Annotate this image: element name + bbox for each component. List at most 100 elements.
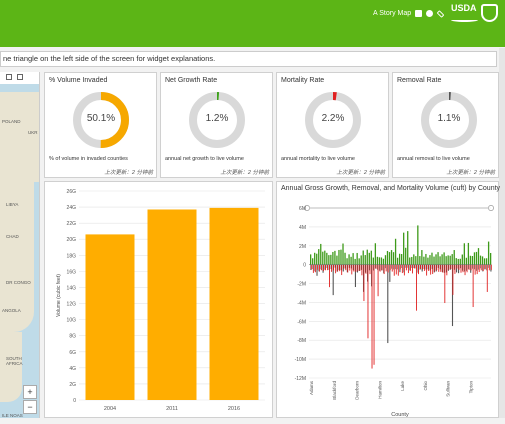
growth-bar [409,257,411,265]
mortality-bar [327,264,328,271]
gauge-title: Removal Rate [397,77,442,84]
growth-bar [334,250,336,265]
zoom-out-button[interactable]: − [23,400,37,414]
growth-bar [380,257,383,265]
y-tick-label: 24G [67,205,77,211]
growth-bar [318,249,320,265]
usda-logo-text: USDA [451,3,477,13]
growth-bar [489,252,492,265]
gauge-card-net-growth[interactable]: Net Growth Rate 1.2% annual net growth t… [160,72,273,178]
mortality-bar [379,264,381,272]
twitter-icon[interactable] [426,10,434,17]
bar[interactable] [147,209,197,400]
mortality-bar [335,264,337,274]
bar[interactable] [209,207,259,400]
y-tick-label: 26G [67,189,77,195]
gauge: 2.2% [304,91,362,149]
x-tick-label: Blackford [332,381,337,400]
mortality-bar [440,264,442,272]
mortality-bar [434,264,436,272]
volume-bar-chart-card[interactable]: 0 2G 4G 6G 8G 10G 12G 14G 16G 18G 20G 22G 24G 26G Volu… [44,181,273,418]
mortality-bar [331,264,333,272]
mortality-bar [412,264,413,274]
growth-bar [350,256,352,265]
y-tick-label: 2G [69,382,76,388]
map-label: ANGOLA [2,308,21,313]
y-tick-label: 4G [69,366,76,372]
gauge-card-volume-invaded[interactable]: % Volume Invaded 50.1% % of volume in in… [44,72,157,178]
y-tick-label: -4M [297,300,306,306]
instruction-text: ne triangle on the left side of the scre… [3,54,216,63]
map-toolbar [0,72,39,84]
x-tick-label: 2011 [166,406,178,412]
map-panel[interactable]: POLAND UKR LIBYA CHAD DR CONGO ANGOLA SO… [0,72,40,418]
county-volume-chart-card[interactable]: Annual Gross Growth, Removal, and Mortal… [276,181,500,418]
mortality-bar [385,264,387,272]
growth-bar [364,255,366,265]
growth-bar [447,255,449,265]
mortality-bar [472,264,474,308]
link-icon[interactable] [436,9,445,18]
mortality-bar [377,264,379,297]
last-updated: 上次更新：2 分钟前 [446,170,495,176]
mortality-bar [444,264,446,304]
mortality-bar [458,264,460,270]
growth-bar [358,258,360,265]
growth-bar [348,254,350,265]
gauge: 1.1% [420,91,478,149]
map-label: POLAND [2,119,21,124]
gauge-fill [421,92,477,148]
mortality-bar [432,264,434,275]
growth-bar [467,242,470,265]
growth-bar [376,256,379,265]
y-tick-label: 0 [73,398,76,404]
growth-bar [411,256,413,265]
x-tick-label: Lake [400,381,405,391]
gauge-card-removal[interactable]: Removal Rate 1.1% annual removal to live… [392,72,499,178]
zoom-in-button[interactable]: + [23,385,37,399]
map-label: DR CONGO [6,280,31,285]
growth-bar [326,252,328,265]
mortality-bar [462,264,464,273]
removal-bar [316,264,318,276]
layers-icon[interactable] [6,74,12,80]
mortality-bar [482,264,484,272]
growth-bar [449,255,451,265]
growth-bar [346,258,348,265]
y-tick-label: 6M [299,206,306,212]
y-tick-label: 0 [303,263,306,269]
gauge-fill [189,92,245,148]
growth-bar [310,254,312,265]
growth-bar [314,252,316,265]
gauge-title: Mortality Rate [281,77,325,84]
mortality-bar [407,264,409,274]
story-map-link[interactable]: A Story Map [373,10,412,17]
gauge-card-mortality[interactable]: Mortality Rate 2.2% annual mortality to … [276,72,389,178]
growth-bar [455,258,457,265]
mortality-bar [387,264,389,273]
mortality-bar [399,264,401,270]
growth-bar [368,252,370,265]
removal-bar [389,264,391,282]
growth-bar [435,254,437,265]
mortality-bar [442,264,444,273]
facebook-icon[interactable] [415,10,423,17]
growth-bar [354,258,356,265]
map-label: SOUTH AFRICA [6,356,23,366]
mortality-bar [347,264,349,273]
usda-logo: USDA [451,3,478,22]
map-label: UKR [28,130,38,135]
x-tick-label: Ohio [423,381,428,391]
mortality-bar [314,264,316,273]
y-tick-label: 2M [299,244,306,250]
mortality-bar [353,264,355,272]
panel-scrollbar[interactable] [499,48,505,418]
x-tick-label: Hamilton [377,381,382,399]
mortality-bar [446,264,448,276]
growth-bar [370,250,372,265]
bar[interactable] [85,234,135,400]
growth-bar [372,257,374,265]
basemap-gallery-icon[interactable] [17,74,23,80]
mortality-bar [420,264,421,269]
gauge-fill [73,92,129,148]
